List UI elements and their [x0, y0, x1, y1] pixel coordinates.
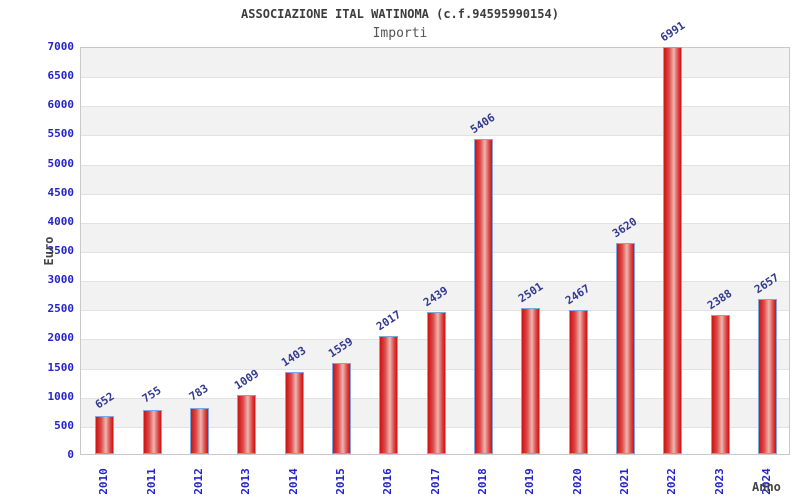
x-tick-text: 2017: [428, 467, 442, 495]
bar-2010: [95, 416, 115, 454]
x-tick-label: 2016: [364, 459, 411, 500]
x-tick-text: 2010: [97, 467, 111, 495]
y-tick-label: 6500: [47, 69, 75, 83]
x-tick-label: 2014: [269, 459, 316, 500]
x-tick-text: 2012: [191, 467, 205, 495]
bar-2011: [142, 410, 162, 454]
x-tick-text: 2016: [381, 467, 395, 495]
y-tick-label: 6000: [47, 98, 75, 112]
x-tick-label: 2019: [506, 459, 553, 500]
y-tick-label: 4000: [47, 214, 75, 228]
plot-band: [81, 106, 789, 136]
x-tick-text: 2014: [286, 467, 300, 495]
gridline: [81, 310, 789, 311]
x-tick-text: 2015: [333, 467, 347, 495]
y-tick-label: 4500: [47, 185, 75, 199]
y-tick-label: 3000: [47, 273, 75, 287]
y-axis-title: Euro: [42, 236, 56, 266]
x-axis-title: Anno: [752, 480, 781, 494]
y-tick-label: 5500: [47, 127, 75, 141]
x-tick-text: 2020: [570, 467, 584, 495]
chart-title: ASSOCIAZIONE ITAL WATINOMA (c.f.94595990…: [241, 7, 559, 21]
x-tick-label: 2018: [459, 459, 506, 500]
gridline: [81, 165, 789, 166]
x-tick-label: 2012: [175, 459, 222, 500]
plot-area: 652 755 783 1009 1403 1559 2017 2439 5406 2501 246…: [80, 18, 790, 455]
y-tick-label: 2500: [47, 302, 75, 316]
bar-2017: [426, 311, 446, 454]
x-tick-label: 2022: [648, 459, 695, 500]
bar-2022: [663, 46, 683, 454]
gridline: [81, 135, 789, 136]
x-tick-text: 2011: [144, 467, 158, 495]
bar-2023: [710, 314, 730, 454]
y-tick-label: 500: [54, 418, 74, 432]
x-tick-text: 2018: [475, 467, 489, 495]
bar-2019: [521, 308, 541, 454]
bar-2015: [331, 363, 351, 454]
plot-band: [81, 222, 789, 252]
y-tick-label: 5000: [47, 156, 75, 170]
x-tick-label: 2013: [222, 459, 269, 500]
x-tick-text: 2022: [665, 467, 679, 495]
x-tick-text: 2013: [239, 467, 253, 495]
y-tick-label: 1500: [47, 360, 75, 374]
bar-2018: [473, 138, 493, 454]
y-tick-label: 7000: [47, 40, 75, 53]
x-tick-text: 2021: [617, 467, 631, 495]
bar-2021: [615, 243, 635, 454]
bar-2013: [237, 395, 257, 454]
x-tick-label: 2021: [601, 459, 648, 500]
x-tick-text: 2023: [712, 467, 726, 495]
bar-2016: [379, 336, 399, 454]
y-tick-label: 1000: [47, 389, 75, 403]
plot-band: [81, 48, 789, 78]
x-tick-label: 2010: [80, 459, 127, 500]
gridline: [81, 77, 789, 78]
x-tick-label: 2020: [553, 459, 600, 500]
gridline: [81, 194, 789, 195]
plot-band: [81, 164, 789, 194]
bar-2020: [568, 310, 588, 454]
x-tick-label: 2017: [411, 459, 458, 500]
gridline: [81, 281, 789, 282]
x-tick-label: 2015: [317, 459, 364, 500]
bar-2014: [284, 372, 304, 454]
y-tick-label: 3500: [47, 244, 75, 257]
x-tick-text: 2019: [523, 467, 537, 495]
y-tick-label: 0: [67, 448, 74, 461]
gridline: [81, 223, 789, 224]
bar-2012: [189, 408, 209, 454]
gridline: [81, 106, 789, 107]
x-tick-label: 2023: [695, 459, 742, 500]
gridline: [81, 252, 789, 253]
y-tick-label: 2000: [47, 331, 75, 345]
chart-subtitle: Importi: [372, 26, 428, 41]
bar-2024: [757, 299, 777, 454]
x-tick-label: 2011: [127, 459, 174, 500]
